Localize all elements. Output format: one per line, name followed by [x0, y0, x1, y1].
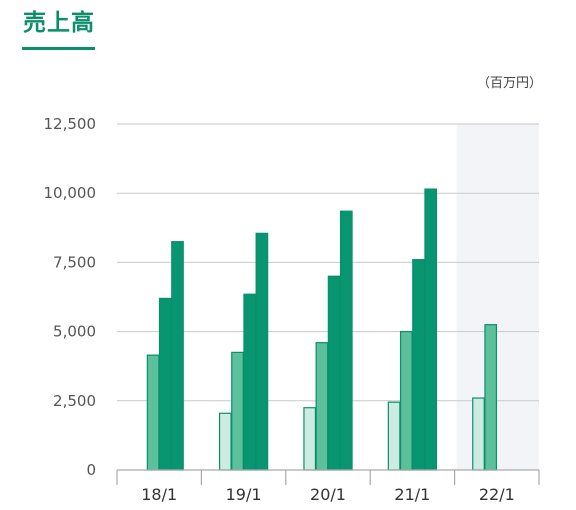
bar — [158, 297, 172, 471]
bar — [231, 351, 244, 471]
x-tick-label: 19/1 — [226, 485, 262, 504]
bar — [243, 293, 257, 471]
title-underline — [22, 47, 95, 50]
bar — [412, 259, 425, 471]
highlight-band — [456, 124, 539, 470]
y-tick-label: 10,000 — [44, 184, 97, 202]
bar — [171, 241, 184, 471]
bar — [218, 412, 232, 471]
bar — [484, 324, 498, 471]
y-tick-label: 0 — [86, 461, 96, 479]
bar — [255, 232, 269, 471]
x-tick-label: 18/1 — [141, 485, 177, 504]
x-tick-label: 21/1 — [394, 485, 430, 504]
y-tick-label: 12,500 — [44, 115, 97, 133]
y-tick-label: 7,500 — [53, 253, 96, 271]
x-tick-label: 22/1 — [479, 485, 515, 504]
y-tick-label: 5,000 — [53, 323, 96, 341]
bar — [339, 210, 353, 471]
bar — [315, 342, 329, 471]
x-tick-label: 20/1 — [310, 485, 346, 504]
unit-label: （百万円） — [476, 76, 542, 91]
bar — [327, 275, 341, 471]
bar — [146, 354, 160, 471]
bar — [303, 407, 317, 471]
bar — [472, 397, 485, 471]
bar — [399, 331, 413, 471]
bar — [424, 188, 438, 471]
bar — [387, 401, 401, 471]
y-tick-label: 2,500 — [53, 392, 96, 410]
chart-title: 売上高 — [23, 10, 95, 36]
